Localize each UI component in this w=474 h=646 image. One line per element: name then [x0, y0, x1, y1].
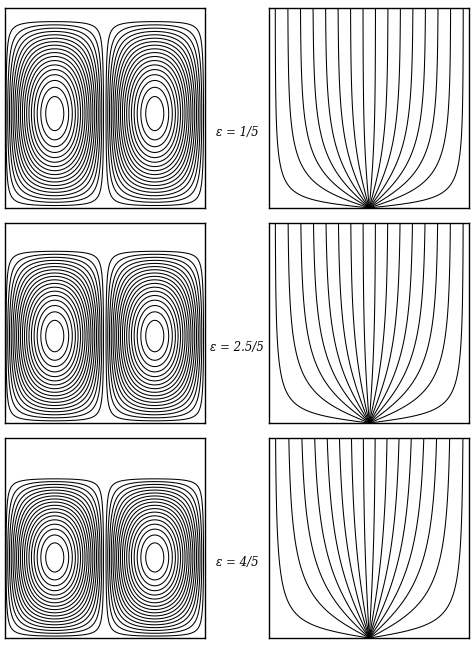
- Text: ε = 4/5: ε = 4/5: [216, 556, 258, 569]
- Text: ε = 2.5/5: ε = 2.5/5: [210, 341, 264, 354]
- Text: ε = 1/5: ε = 1/5: [216, 126, 258, 139]
